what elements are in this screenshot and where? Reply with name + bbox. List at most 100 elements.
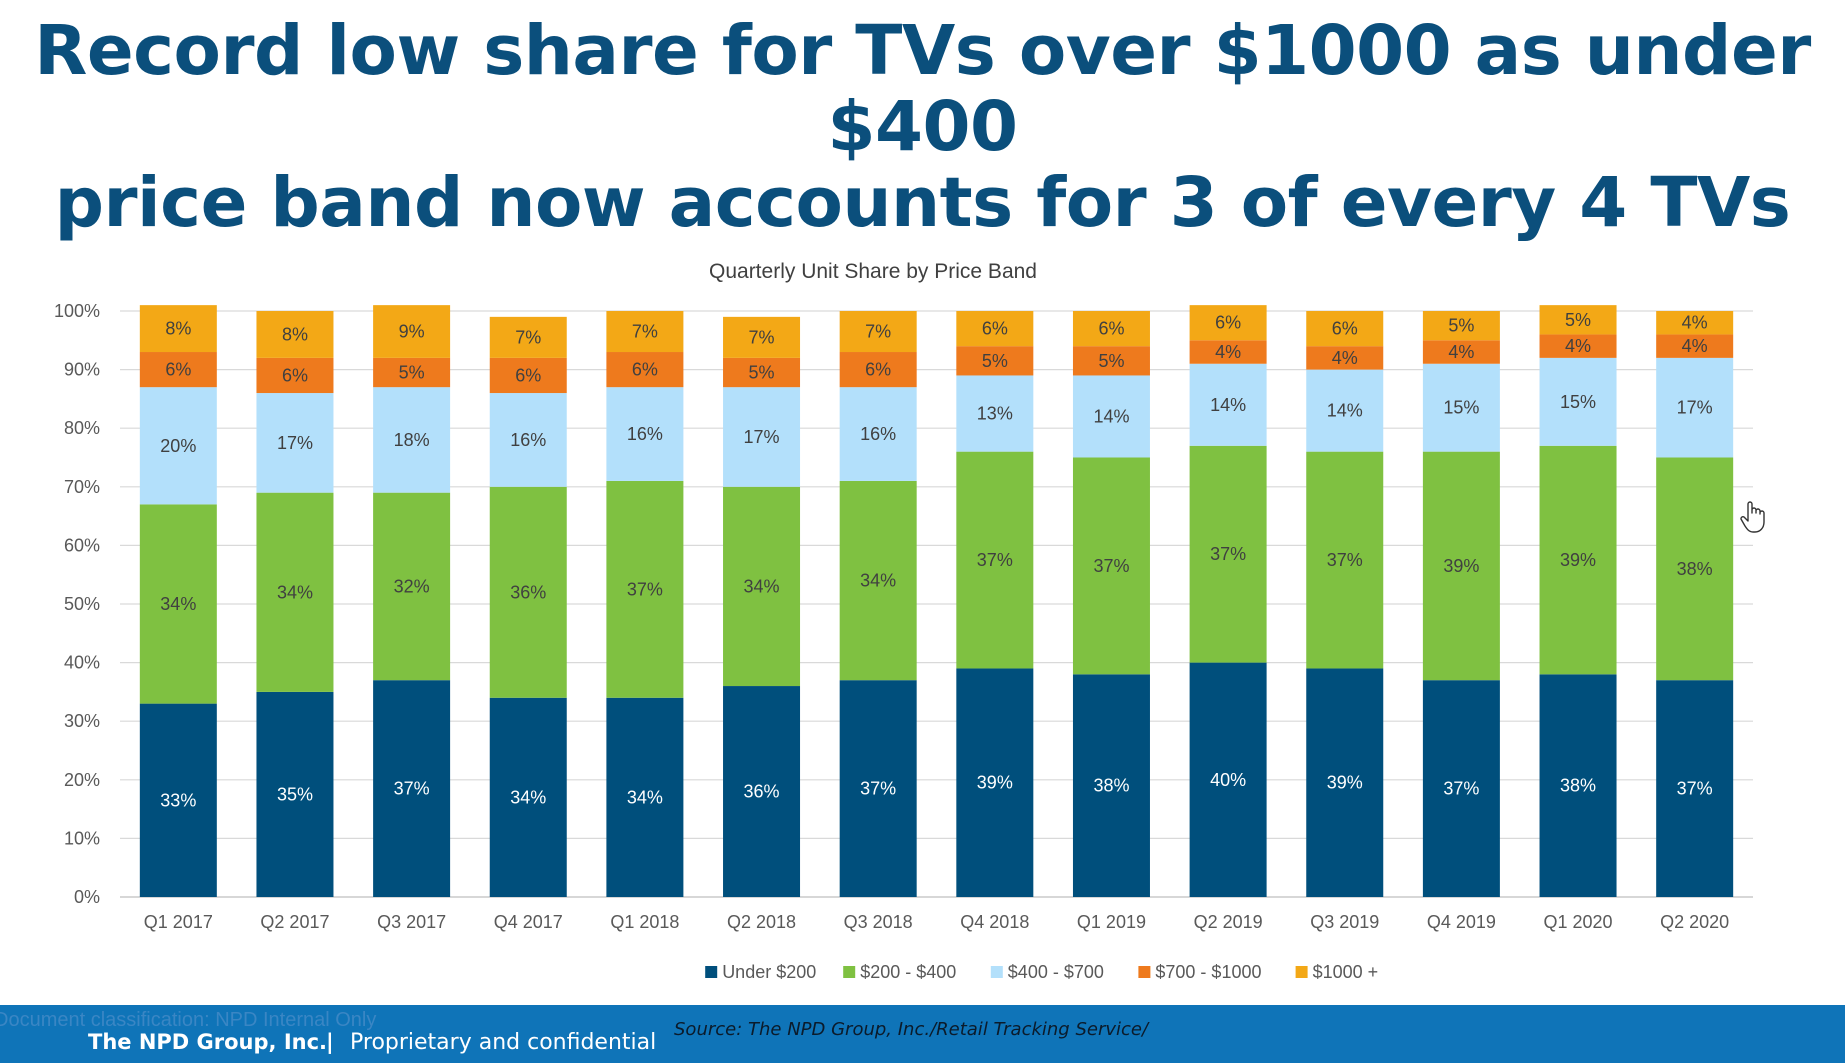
bar-segment	[256, 393, 334, 493]
bar-segment	[723, 387, 801, 487]
confidential-notice: Proprietary and confidential	[350, 1030, 657, 1055]
bar-segment	[1656, 311, 1734, 335]
bar-segment	[373, 387, 451, 493]
bar-segment	[1422, 451, 1500, 681]
data-label: 34%	[744, 576, 780, 596]
bar-segment	[1072, 346, 1150, 376]
bar-segment	[139, 504, 217, 704]
bar-segment	[1539, 305, 1617, 335]
source-note: Source: The NPD Group, Inc./Retail Track…	[674, 1019, 1149, 1040]
x-tick-label: Q4 2019	[1427, 912, 1496, 932]
data-label: 34%	[277, 582, 313, 602]
bar-segment	[139, 387, 217, 505]
data-label: 37%	[1093, 556, 1129, 576]
bar-segment	[723, 316, 801, 358]
bar-segment	[1306, 451, 1384, 669]
data-label: 37%	[1443, 779, 1479, 799]
bar-segment	[956, 668, 1034, 897]
slide-title: Record low share for TVs over $1000 as u…	[0, 13, 1845, 242]
bar-segment	[1539, 674, 1617, 897]
x-tick-label: Q3 2017	[377, 912, 446, 932]
bar-segment	[1189, 363, 1267, 446]
gridlines	[120, 310, 1753, 898]
data-label: 34%	[627, 787, 663, 807]
bar-segment	[256, 492, 334, 692]
data-label: 5%	[982, 351, 1008, 371]
x-tick-label: Q2 2018	[727, 912, 796, 932]
data-label: 13%	[977, 404, 1013, 424]
bar-segment	[489, 393, 567, 487]
bar-segment	[839, 352, 917, 388]
bar-segment	[1539, 334, 1617, 358]
bar-segment	[256, 311, 334, 358]
bar-segment	[489, 357, 567, 394]
data-label: 4%	[1332, 348, 1358, 368]
bar-segment	[956, 311, 1034, 347]
bar-segment	[1422, 311, 1500, 341]
legend-swatch	[705, 966, 718, 978]
bar-segment	[1306, 346, 1384, 370]
data-label: 4%	[1215, 342, 1241, 362]
bar-segment	[1656, 357, 1734, 458]
x-tick-label: Q4 2017	[494, 912, 563, 932]
bar-segment	[1072, 375, 1150, 458]
data-label: 6%	[515, 365, 541, 385]
data-label: 40%	[1210, 770, 1246, 790]
legend-label: $200 - $400	[860, 962, 956, 982]
x-tick-label: Q3 2019	[1310, 912, 1379, 932]
data-label: 6%	[632, 360, 658, 380]
data-label: 37%	[1210, 544, 1246, 564]
y-tick-label: 10%	[64, 828, 100, 848]
data-label: 34%	[510, 787, 546, 807]
bar-segment	[1189, 445, 1267, 663]
bar-segment	[139, 352, 217, 388]
data-label: 15%	[1560, 392, 1596, 412]
y-tick-label: 70%	[64, 477, 100, 497]
legend: Under $200 $200 - $400 $400 - $700 $700 - $…	[705, 962, 1378, 982]
bar-segment	[1189, 662, 1267, 897]
data-label: 38%	[1093, 776, 1129, 796]
data-label: 17%	[1677, 398, 1713, 418]
y-tick-label: 60%	[64, 535, 100, 555]
legend-label: $1000 +	[1313, 962, 1379, 982]
data-label: 8%	[165, 319, 191, 339]
data-label: 33%	[160, 790, 196, 810]
bar-segment	[1422, 340, 1500, 364]
x-tick-label: Q3 2018	[844, 912, 913, 932]
data-label: 5%	[399, 363, 425, 383]
bar-segment	[373, 305, 451, 358]
bar-segment	[606, 311, 684, 353]
y-tick-label: 90%	[64, 360, 100, 380]
data-label: 7%	[865, 322, 891, 342]
bar-segment	[373, 680, 451, 897]
data-label: 14%	[1327, 401, 1363, 421]
bar-segment	[139, 305, 217, 353]
data-label: 34%	[160, 594, 196, 614]
bar-segment	[839, 387, 917, 481]
data-label: 36%	[510, 582, 546, 602]
data-label: 16%	[510, 430, 546, 450]
data-label: 39%	[1560, 550, 1596, 570]
legend-swatch	[1138, 966, 1151, 978]
y-tick-label: 20%	[64, 770, 100, 790]
document-classification: Document classification: NPD Internal On…	[0, 1009, 377, 1031]
data-label: 37%	[627, 579, 663, 599]
data-label: 6%	[982, 319, 1008, 339]
data-label: 4%	[1565, 336, 1591, 356]
data-label: 18%	[394, 430, 430, 450]
data-label: 5%	[749, 363, 775, 383]
data-label: 36%	[744, 782, 780, 802]
x-axis: Q1 2017 Q2 2017 Q3 2017 Q4 2017 Q1 2018 Q2 20…	[144, 912, 1729, 932]
bar-segment	[1072, 674, 1150, 897]
bar-segment	[1656, 334, 1734, 358]
data-label: 6%	[165, 360, 191, 380]
y-tick-label: 100%	[54, 301, 100, 321]
bar-segment	[1306, 311, 1384, 347]
data-label: 14%	[1093, 406, 1129, 426]
data-label: 6%	[1215, 313, 1241, 333]
data-label: 5%	[1565, 310, 1591, 330]
data-label: 15%	[1443, 398, 1479, 418]
x-tick-label: Q2 2020	[1660, 912, 1729, 932]
data-label: 6%	[1332, 319, 1358, 339]
x-tick-label: Q1 2019	[1077, 912, 1146, 932]
